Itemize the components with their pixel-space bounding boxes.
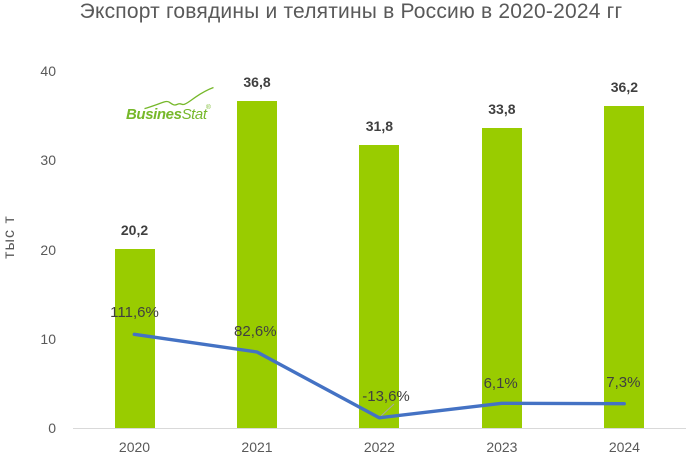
svg-text:BusinesStat: BusinesStat bbox=[126, 106, 208, 123]
svg-text:®: ® bbox=[206, 103, 211, 111]
